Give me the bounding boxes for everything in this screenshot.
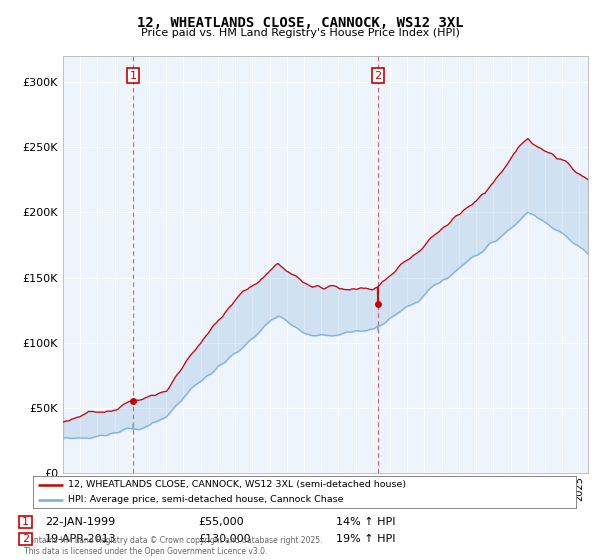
Text: Contains HM Land Registry data © Crown copyright and database right 2025.
This d: Contains HM Land Registry data © Crown c… xyxy=(24,536,323,556)
Text: 12, WHEATLANDS CLOSE, CANNOCK, WS12 3XL: 12, WHEATLANDS CLOSE, CANNOCK, WS12 3XL xyxy=(137,16,463,30)
Text: 2: 2 xyxy=(22,534,29,544)
Text: 14% ↑ HPI: 14% ↑ HPI xyxy=(336,517,395,527)
Text: Price paid vs. HM Land Registry's House Price Index (HPI): Price paid vs. HM Land Registry's House … xyxy=(140,28,460,38)
Text: 19% ↑ HPI: 19% ↑ HPI xyxy=(336,534,395,544)
Text: 12, WHEATLANDS CLOSE, CANNOCK, WS12 3XL (semi-detached house): 12, WHEATLANDS CLOSE, CANNOCK, WS12 3XL … xyxy=(68,480,406,489)
Text: 2: 2 xyxy=(374,71,382,81)
Text: £130,000: £130,000 xyxy=(198,534,251,544)
Text: 19-APR-2013: 19-APR-2013 xyxy=(45,534,116,544)
Text: HPI: Average price, semi-detached house, Cannock Chase: HPI: Average price, semi-detached house,… xyxy=(68,496,344,505)
Text: 1: 1 xyxy=(130,71,137,81)
Text: £55,000: £55,000 xyxy=(198,517,244,527)
Text: 1: 1 xyxy=(22,517,29,527)
Text: 22-JAN-1999: 22-JAN-1999 xyxy=(45,517,115,527)
